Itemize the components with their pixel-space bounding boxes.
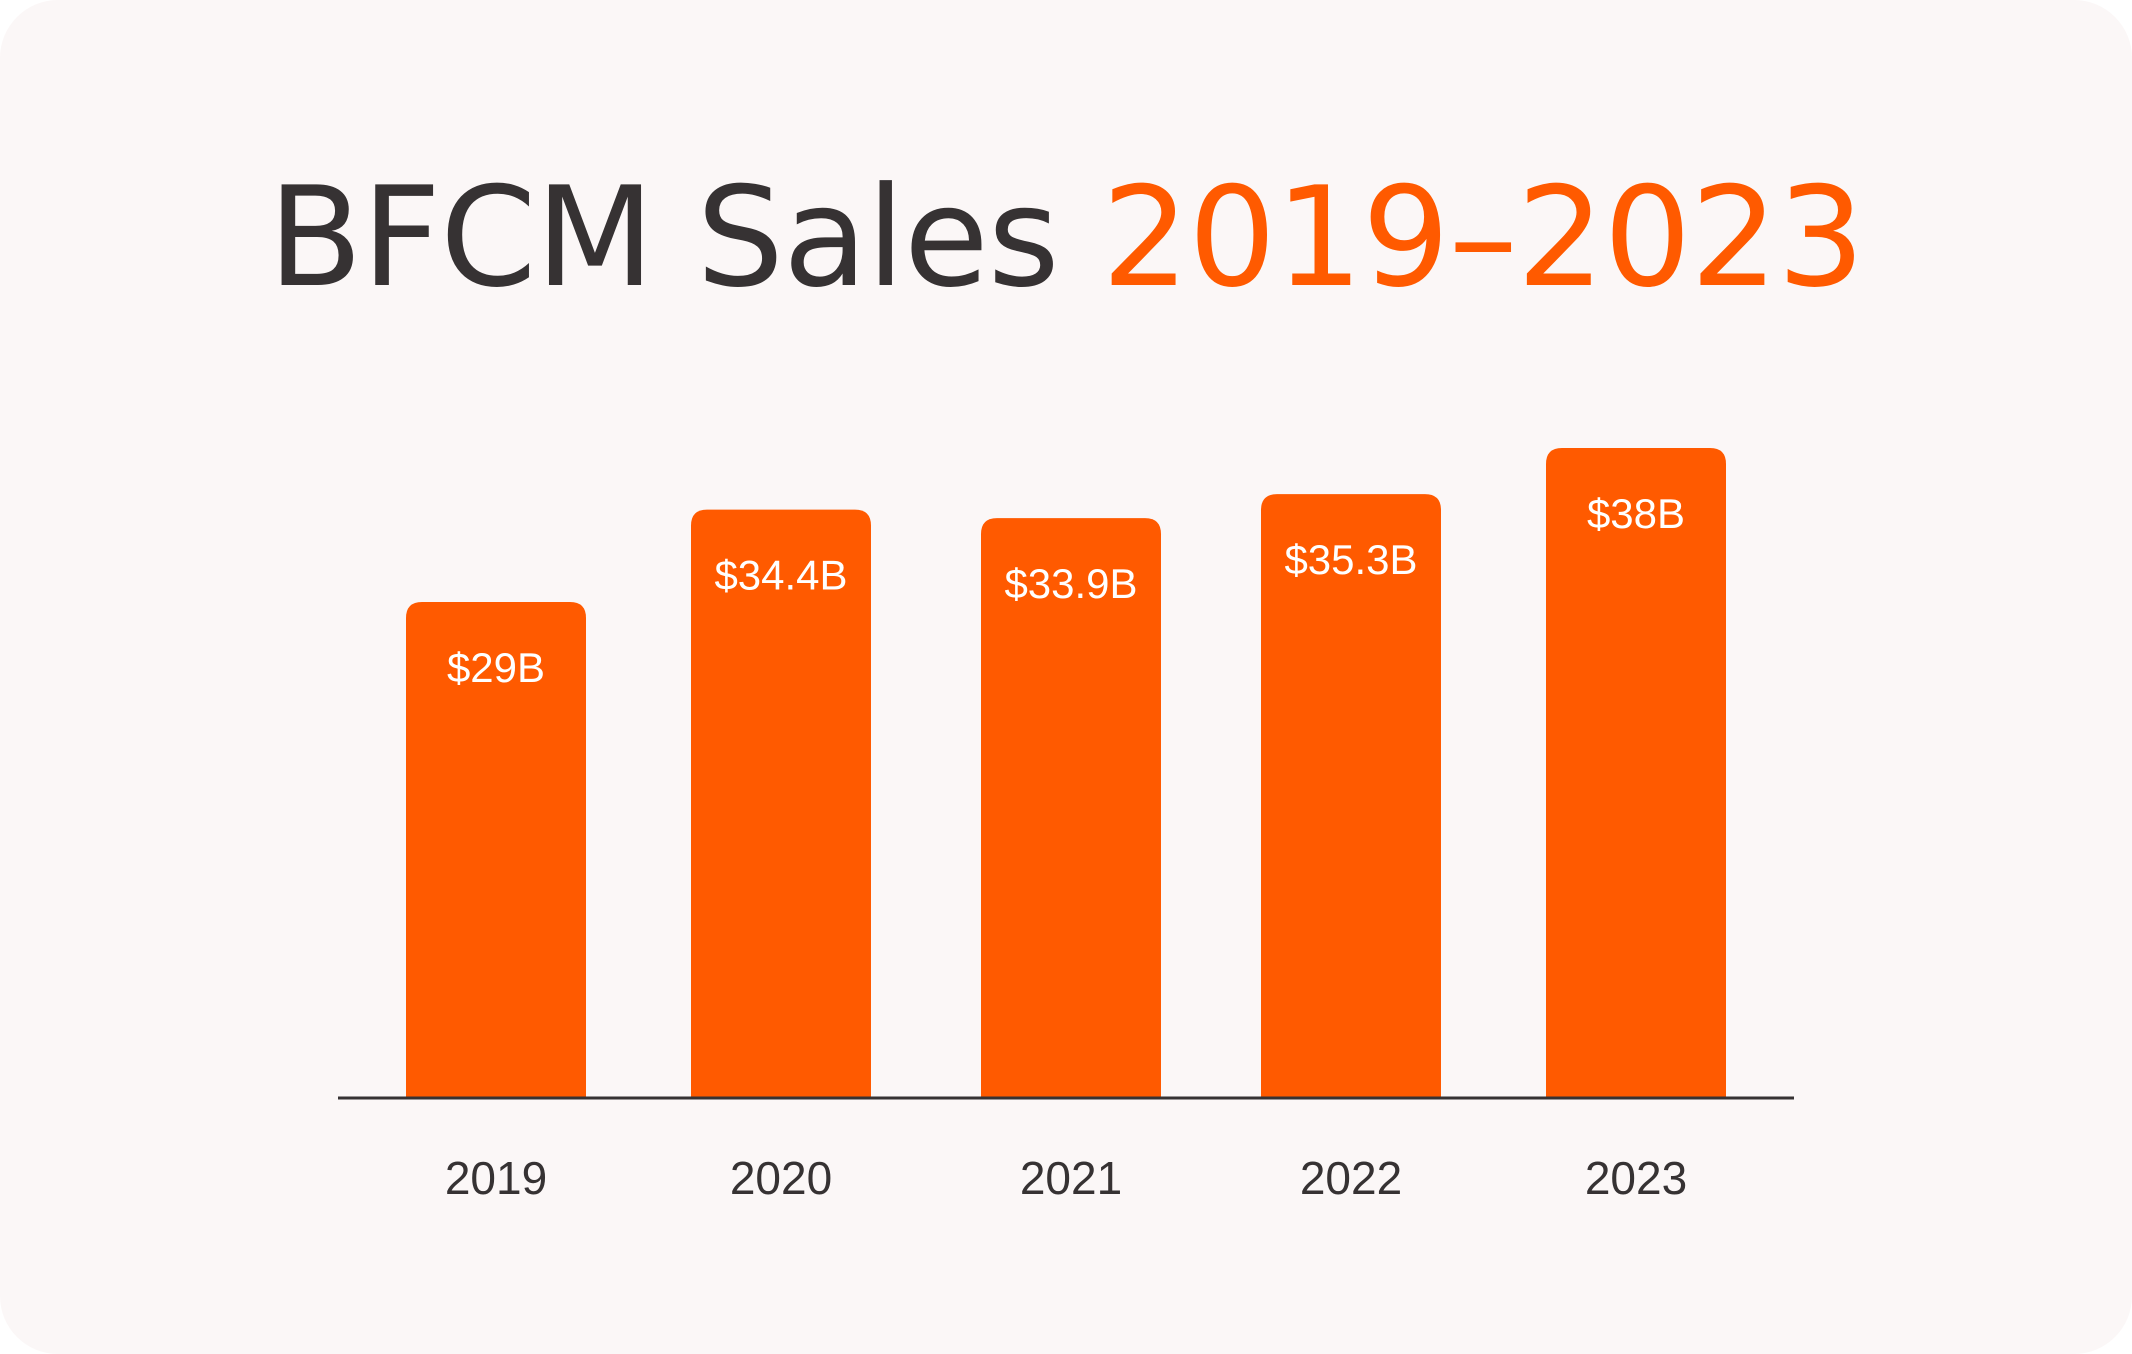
x-tick-label: 2022: [1300, 1152, 1402, 1204]
bar-value-label: $38B: [1587, 490, 1685, 537]
bar-2023: [1546, 448, 1726, 1098]
bar-value-label: $35.3B: [1284, 536, 1417, 583]
x-tick-label: 2019: [445, 1152, 547, 1204]
bar-2022: [1261, 494, 1441, 1098]
bar-value-label: $33.9B: [1004, 560, 1137, 607]
bar-value-label: $34.4B: [714, 552, 847, 599]
bar-value-label: $29B: [447, 644, 545, 691]
title-suffix: 2019–2023: [1101, 157, 1865, 318]
chart-title: BFCM Sales 2019–2023: [0, 158, 2132, 318]
bar-2021: [981, 518, 1161, 1098]
x-tick-label: 2023: [1585, 1152, 1687, 1204]
x-tick-label: 2020: [730, 1152, 832, 1204]
x-tick-label: 2021: [1020, 1152, 1122, 1204]
bar-2020: [691, 509, 871, 1098]
title-prefix: BFCM Sales: [268, 157, 1060, 318]
bar-2019: [406, 601, 586, 1098]
